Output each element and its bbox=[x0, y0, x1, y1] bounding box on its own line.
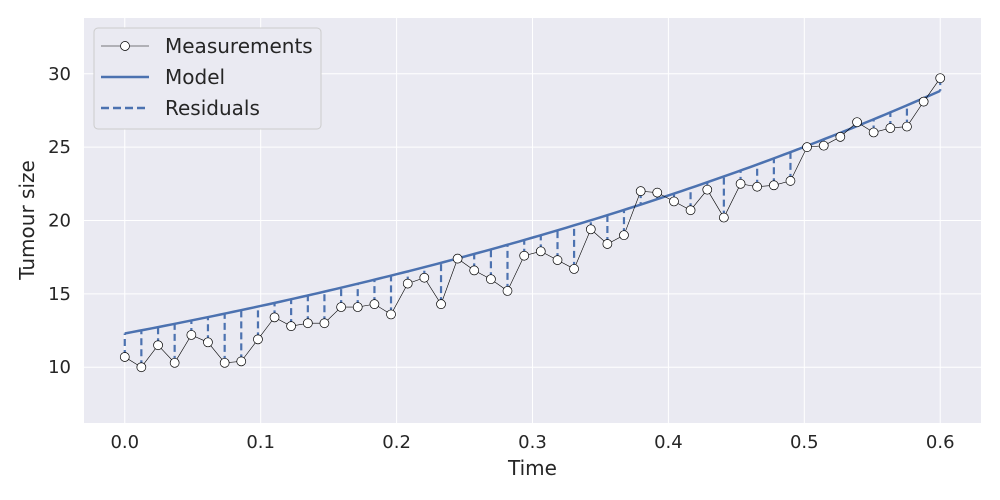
tick-labels: 0.0 0.1 0.2 0.3 0.4 0.5 0.6 10 15 20 25 30 bbox=[48, 64, 954, 453]
measurement-point bbox=[402, 278, 413, 289]
measurement-point bbox=[569, 264, 579, 274]
measurement-point bbox=[885, 123, 896, 133]
measurement-point bbox=[253, 334, 263, 345]
measurement-point bbox=[286, 321, 296, 332]
x-tick-label: 0.2 bbox=[382, 432, 411, 453]
measurement-point bbox=[336, 302, 346, 312]
legend-label-model: Model bbox=[165, 65, 225, 89]
measurement-point bbox=[352, 302, 363, 312]
measurement-point bbox=[186, 330, 197, 340]
measurement-point bbox=[935, 73, 946, 84]
legend-item-measurements: Measurements bbox=[101, 34, 313, 58]
measurement-point bbox=[136, 362, 147, 373]
y-tick-label: 20 bbox=[48, 211, 71, 232]
measurement-point bbox=[369, 299, 380, 309]
measurement-point bbox=[868, 127, 879, 138]
y-tick-label: 25 bbox=[48, 137, 71, 158]
measurement-point bbox=[802, 142, 812, 152]
measurement-point bbox=[635, 186, 646, 197]
measurement-point bbox=[519, 250, 530, 261]
measurement-point bbox=[436, 299, 446, 309]
measurement-point bbox=[602, 239, 613, 249]
measurement-point bbox=[219, 357, 230, 368]
measurement-point bbox=[236, 356, 247, 367]
measurement-point bbox=[685, 205, 696, 216]
measurement-point bbox=[203, 337, 213, 348]
measurement-point bbox=[735, 178, 746, 189]
legend-item-model: Model bbox=[101, 65, 225, 89]
measurement-point bbox=[619, 230, 629, 241]
measurement-point bbox=[785, 176, 796, 186]
measurement-point bbox=[269, 312, 280, 323]
legend: Measurements Model Residuals bbox=[93, 27, 322, 130]
y-tick-label: 30 bbox=[48, 64, 71, 85]
measurement-point bbox=[652, 187, 663, 198]
grid bbox=[84, 18, 981, 423]
legend-box bbox=[93, 27, 322, 130]
measurement-point bbox=[319, 318, 330, 329]
measurement-point bbox=[918, 96, 929, 107]
measurement-point bbox=[702, 184, 713, 195]
legend-label-residuals: Residuals bbox=[165, 96, 260, 120]
x-tick-label: 0.3 bbox=[518, 432, 547, 453]
measurement-point bbox=[902, 121, 912, 132]
legend-marker-icon bbox=[120, 41, 130, 51]
legend-item-residuals: Residuals bbox=[101, 96, 260, 120]
measurement-point bbox=[469, 265, 480, 276]
y-axis-title: Tumour size bbox=[15, 160, 39, 281]
measurement-point bbox=[386, 309, 396, 320]
measurement-point bbox=[486, 274, 496, 285]
measurement-point bbox=[752, 181, 763, 192]
x-tick-label: 0.1 bbox=[246, 432, 275, 453]
measurement-point bbox=[502, 286, 513, 296]
x-tick-label: 0.5 bbox=[790, 432, 819, 453]
x-tick-label: 0.4 bbox=[654, 432, 683, 453]
x-axis-title: Time bbox=[507, 456, 557, 480]
measurement-point bbox=[852, 117, 862, 128]
measurement-point bbox=[119, 352, 130, 362]
legend-label-measurements: Measurements bbox=[165, 34, 313, 58]
y-tick-label: 15 bbox=[48, 284, 71, 305]
measurement-point bbox=[169, 357, 180, 368]
x-tick-label: 0.0 bbox=[110, 432, 139, 453]
measurement-point bbox=[669, 196, 679, 207]
measurement-point bbox=[452, 253, 463, 264]
measurement-point bbox=[818, 140, 829, 151]
measurement-point bbox=[835, 132, 846, 142]
measurement-point bbox=[585, 224, 596, 235]
measurement-point bbox=[302, 318, 313, 329]
measurement-point bbox=[769, 180, 779, 191]
measurement-point bbox=[535, 246, 546, 257]
measurement-point bbox=[719, 212, 729, 223]
y-tick-label: 10 bbox=[48, 357, 71, 378]
measurements-series bbox=[119, 73, 946, 373]
x-tick-label: 0.6 bbox=[926, 432, 955, 453]
measurement-point bbox=[552, 255, 563, 265]
measurement-point bbox=[153, 340, 163, 351]
measurement-point bbox=[419, 272, 430, 283]
